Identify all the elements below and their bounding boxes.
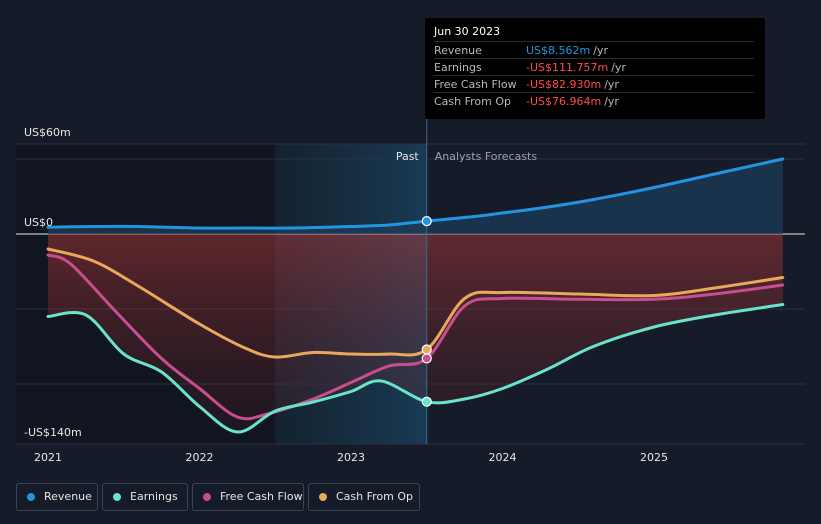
tooltip-row-earnings: Earnings -US$111.757m/yr xyxy=(434,58,754,76)
marker-earnings xyxy=(421,396,432,407)
legend-dot xyxy=(319,493,327,501)
tooltip-label: Revenue xyxy=(434,44,482,57)
series-line-cash-from-op xyxy=(46,247,785,359)
marker-cash-from-op xyxy=(421,344,432,355)
series-line-revenue xyxy=(46,157,785,230)
tooltip-row-free-cash-flow: Free Cash Flow -US$82.930m/yr xyxy=(434,75,754,93)
legend-dot xyxy=(113,493,121,501)
legend-label: Free Cash Flow xyxy=(220,490,303,503)
tooltip-row-cash-from-op: Cash From Op -US$76.964m/yr xyxy=(434,92,754,110)
negative-area xyxy=(48,234,783,433)
legend-label: Earnings xyxy=(130,490,178,503)
tooltip-label: Earnings xyxy=(434,61,482,74)
legend-item-cash-from-op[interactable]: Cash From Op xyxy=(308,483,420,511)
tooltip-label: Cash From Op xyxy=(434,95,512,108)
forecast-label: Analysts Forecasts xyxy=(435,150,538,163)
revenue-area xyxy=(48,159,783,234)
tooltip-value: US$8.562m/yr xyxy=(526,44,608,57)
x-tick-label: 2025 xyxy=(640,451,668,464)
legend-label: Revenue xyxy=(44,490,92,503)
marker-free-cash-flow xyxy=(421,353,432,364)
series-line-earnings xyxy=(46,303,785,434)
y-tick-label: -US$140m xyxy=(24,426,82,439)
legend-dot xyxy=(203,493,211,501)
legend-label: Cash From Op xyxy=(336,490,414,503)
y-tick-label: US$0 xyxy=(24,216,53,229)
legend-item-revenue[interactable]: Revenue xyxy=(16,483,98,511)
tooltip-value: -US$111.757m/yr xyxy=(526,61,626,74)
past-label: Past xyxy=(396,150,420,163)
tooltip-row-revenue: Revenue US$8.562m/yr xyxy=(434,41,754,59)
legend-item-free-cash-flow[interactable]: Free Cash Flow xyxy=(192,483,304,511)
x-tick-label: 2024 xyxy=(489,451,517,464)
tooltip-value: -US$76.964m/yr xyxy=(526,95,619,108)
marker-revenue xyxy=(421,216,432,227)
x-tick-label: 2023 xyxy=(337,451,365,464)
x-tick-label: 2022 xyxy=(186,451,214,464)
series-line-free-cash-flow xyxy=(46,253,785,421)
legend-dot xyxy=(27,493,35,501)
y-tick-label: US$60m xyxy=(24,126,71,139)
legend-item-earnings[interactable]: Earnings xyxy=(102,483,188,511)
tooltip-date: Jun 30 2023 xyxy=(434,25,501,38)
x-tick-label: 2021 xyxy=(34,451,62,464)
tooltip-value: -US$82.930m/yr xyxy=(526,78,619,91)
tooltip: Jun 30 2023 Revenue US$8.562m/yr Earning… xyxy=(425,18,765,119)
tooltip-label: Free Cash Flow xyxy=(434,78,517,91)
